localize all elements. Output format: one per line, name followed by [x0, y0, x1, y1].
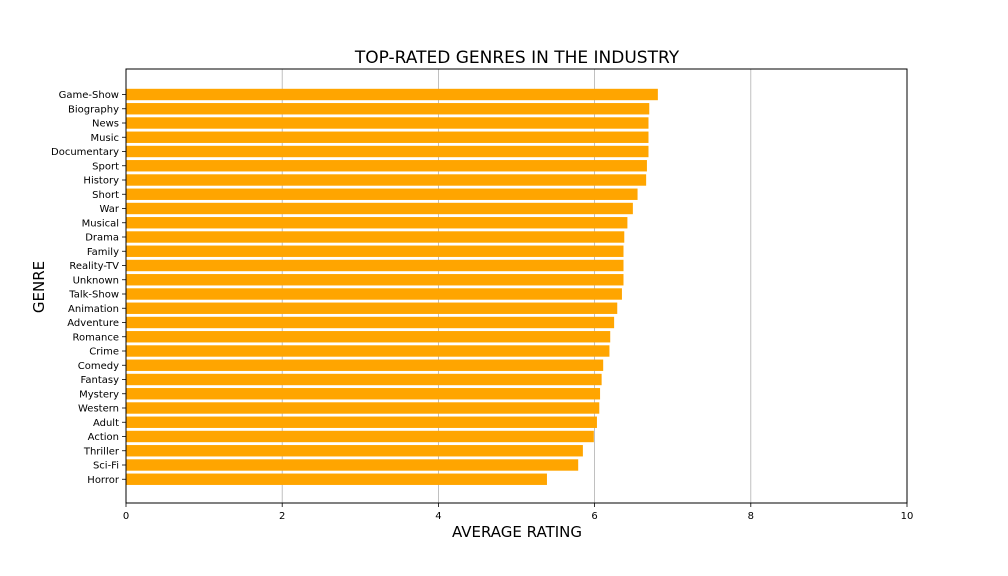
bar-horror: [126, 473, 547, 485]
y-tick-label: Music: [91, 133, 119, 144]
y-tick-label: Action: [88, 432, 119, 443]
bar-adult: [126, 416, 597, 428]
bar-war: [126, 202, 633, 215]
y-tick-label: Sci-Fi: [93, 461, 119, 472]
x-tick-label: 0: [123, 511, 129, 522]
bar-drama: [126, 231, 625, 243]
bar-adventure: [126, 316, 615, 329]
y-tick-label: Adventure: [67, 318, 119, 329]
y-tick-label: Horror: [87, 475, 120, 486]
bar-mystery: [126, 388, 601, 400]
x-tick-label: 4: [435, 511, 441, 522]
y-tick-label: Romance: [73, 332, 119, 343]
y-tick-label: Reality-TV: [69, 261, 119, 272]
bar-sport: [126, 160, 647, 172]
bar-unknown: [126, 274, 624, 286]
bar-short: [126, 188, 638, 200]
bar-reality-tv: [126, 259, 624, 272]
y-tick-label: Adult: [93, 418, 119, 429]
y-tick-label: Fantasy: [81, 375, 120, 386]
bar-western: [126, 402, 600, 414]
bar-fantasy: [126, 373, 602, 386]
y-tick-label: War: [100, 204, 120, 215]
bar-documentary: [126, 145, 649, 158]
bars: [126, 88, 658, 485]
y-tick-label: Biography: [68, 104, 119, 115]
bar-romance: [126, 331, 611, 343]
chart-title: TOP-RATED GENRES IN THE INDUSTRY: [354, 48, 680, 68]
y-axis: Game-Show Biography News Music Documentary Sp…: [51, 90, 126, 486]
y-tick-label: Thriller: [83, 446, 120, 457]
bar-talk-show: [126, 288, 622, 300]
bar-comedy: [126, 359, 604, 371]
y-tick-label: Unknown: [73, 275, 119, 286]
y-tick-label: Talk-Show: [68, 290, 119, 301]
y-tick-label: Animation: [68, 304, 119, 315]
bar-action: [126, 430, 594, 443]
y-tick-label: Musical: [82, 218, 119, 229]
bar-sci-fi: [126, 459, 579, 471]
y-tick-label: News: [92, 119, 119, 130]
y-tick-label: Comedy: [78, 361, 119, 372]
x-axis: 0 2 4 6 8 10: [123, 503, 914, 522]
bar-history: [126, 174, 647, 186]
y-tick-label: Sport: [92, 161, 119, 172]
x-tick-label: 8: [748, 511, 754, 522]
x-tick-label: 2: [279, 511, 285, 522]
x-axis-label: AVERAGE RATING: [452, 523, 582, 541]
y-tick-label: Western: [78, 404, 119, 415]
bar-crime: [126, 345, 610, 357]
x-tick-label: 6: [591, 511, 597, 522]
y-tick-label: Family: [87, 247, 119, 258]
bar-family: [126, 245, 624, 257]
bar-thriller: [126, 445, 583, 457]
y-tick-label: Mystery: [79, 389, 119, 400]
y-tick-label: Short: [92, 190, 119, 201]
y-tick-label: Game-Show: [59, 90, 119, 101]
bar-musical: [126, 217, 628, 229]
x-tick-label: 10: [901, 511, 914, 522]
y-tick-label: Drama: [85, 233, 119, 244]
y-tick-label: Crime: [89, 347, 119, 358]
y-tick-label: History: [83, 176, 119, 187]
bar-biography: [126, 103, 650, 115]
bar-game-show: [126, 88, 658, 101]
y-tick-label: Documentary: [51, 147, 119, 158]
plot-frame: [125, 68, 908, 504]
bar-music: [126, 131, 649, 143]
bar-news: [126, 117, 649, 129]
y-axis-label: GENRE: [30, 261, 48, 313]
bar-animation: [126, 302, 618, 314]
